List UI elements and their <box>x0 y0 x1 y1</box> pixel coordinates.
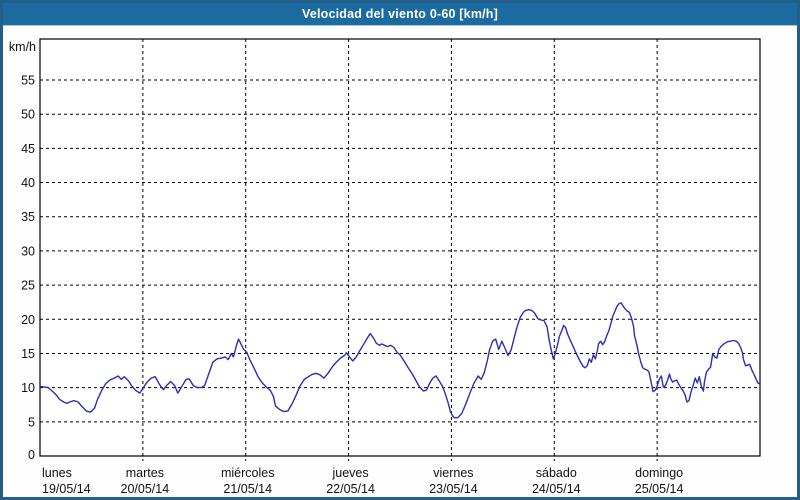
y-tick-label-45: 45 <box>21 142 35 156</box>
day-name-label-2: miércoles <box>221 466 275 480</box>
day-name-label-6: domingo <box>635 466 683 480</box>
y-tick-label-5: 5 <box>28 415 35 429</box>
day-date-label-3: 22/05/14 <box>326 482 375 496</box>
day-name-label-3: jueves <box>332 466 369 480</box>
day-name-label-4: viernes <box>433 466 473 480</box>
day-date-label-5: 24/05/14 <box>532 482 581 496</box>
wind-speed-line-0 <box>39 302 761 419</box>
plot-area: 55 50 45 40 35 30 25 20 15 10 5 km/h 0 lunes 19/05/14 m… <box>9 38 761 496</box>
chart-title-bar: Velocidad del viento 0-60 [km/h] <box>3 3 797 26</box>
plot-border <box>39 38 761 457</box>
day-date-label-6: 25/05/14 <box>635 482 684 496</box>
y-tick-label-35: 35 <box>21 210 35 224</box>
y-tick-label-10: 10 <box>21 381 35 395</box>
y-tick-label-15: 15 <box>21 347 35 361</box>
y-tick-label-55: 55 <box>21 74 35 88</box>
day-date-label-0: 19/05/14 <box>42 482 91 496</box>
day-date-label-1: 20/05/14 <box>121 482 170 496</box>
plot-background <box>40 39 760 456</box>
day-date-label-4: 23/05/14 <box>429 482 478 496</box>
day-name-label-1: martes <box>126 466 164 480</box>
y-tick-label-20: 20 <box>21 313 35 327</box>
chart-title: Velocidad del viento 0-60 [km/h] <box>301 7 499 21</box>
y-tick-label-40: 40 <box>21 176 35 190</box>
day-name-label-0: lunes <box>42 466 72 480</box>
y-tick-label-25: 25 <box>21 279 35 293</box>
day-name-label-5: sábado <box>536 466 577 480</box>
y-axis-unit-label: km/h <box>9 40 36 54</box>
y-tick-label-30: 30 <box>21 244 35 258</box>
y-origin-label: 0 <box>28 448 35 462</box>
day-date-label-2: 21/05/14 <box>223 482 272 496</box>
y-tick-label-50: 50 <box>21 108 35 122</box>
